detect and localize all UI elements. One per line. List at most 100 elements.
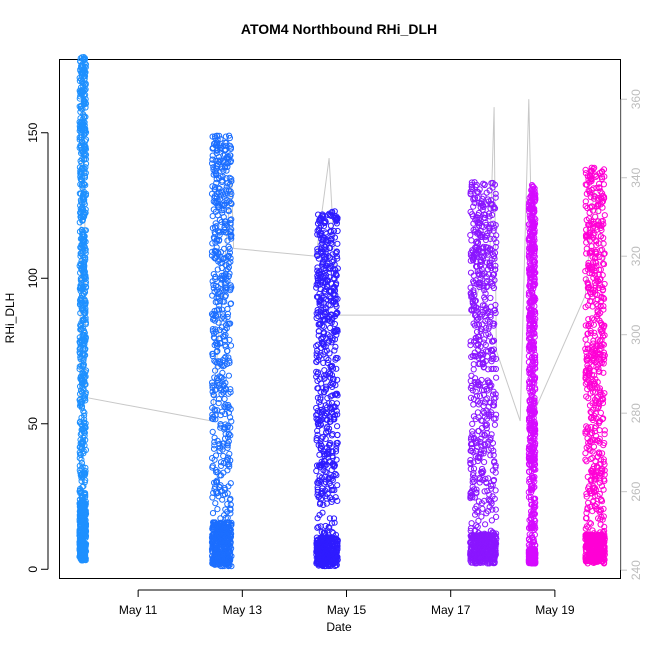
data-point	[80, 535, 87, 542]
data-point	[473, 181, 480, 189]
data-point	[316, 451, 323, 458]
data-point	[489, 211, 496, 219]
data-point	[318, 273, 325, 280]
data-point	[217, 275, 224, 282]
data-point	[225, 562, 232, 569]
data-point	[228, 284, 235, 291]
data-point	[479, 476, 486, 483]
data-point	[470, 465, 478, 472]
data-point	[478, 469, 485, 476]
data-point	[475, 342, 482, 349]
data-point	[333, 472, 340, 479]
data-point	[82, 521, 89, 529]
data-point	[480, 339, 487, 346]
data-point	[479, 360, 486, 368]
data-point	[333, 213, 340, 220]
data-point	[586, 402, 594, 409]
data-point	[486, 227, 493, 234]
data-point	[473, 490, 480, 497]
data-point	[599, 400, 607, 407]
data-point	[599, 450, 606, 457]
data-point	[221, 193, 228, 200]
data-point	[78, 250, 85, 257]
data-point	[531, 209, 538, 216]
data-point	[318, 293, 325, 300]
data-point	[209, 152, 216, 159]
data-point	[210, 445, 218, 452]
data-point	[226, 181, 233, 188]
data-point	[78, 296, 85, 303]
data-point	[531, 376, 538, 383]
data-point	[319, 260, 326, 267]
data-point	[526, 531, 533, 538]
data-point	[472, 388, 479, 395]
data-point	[81, 57, 88, 64]
data-point	[328, 319, 335, 326]
data-point	[598, 222, 605, 229]
data-point	[489, 537, 496, 545]
data-point	[316, 376, 323, 383]
data-point	[78, 459, 86, 467]
series-2	[208, 132, 235, 570]
data-point	[322, 343, 329, 350]
data-point	[483, 386, 490, 393]
data-point	[220, 549, 227, 556]
data-point	[211, 247, 218, 254]
data-point	[531, 384, 539, 391]
data-point	[320, 359, 327, 366]
data-point	[210, 166, 217, 173]
data-point	[330, 297, 337, 305]
data-point	[333, 548, 340, 555]
data-point	[317, 417, 324, 424]
data-point	[488, 197, 495, 204]
data-point	[486, 382, 493, 389]
data-point	[482, 521, 489, 528]
right-tick-label: 260	[629, 481, 643, 501]
data-point	[488, 445, 495, 452]
data-point	[477, 282, 484, 289]
data-point	[475, 346, 482, 353]
data-point	[314, 385, 321, 392]
data-point	[216, 440, 223, 448]
data-point	[478, 442, 485, 449]
data-point	[472, 226, 479, 233]
data-point	[223, 280, 230, 287]
data-point	[531, 545, 538, 553]
data-point	[529, 292, 537, 299]
data-point	[492, 194, 499, 201]
data-point	[526, 397, 533, 404]
data-point	[315, 321, 322, 328]
data-point	[483, 274, 490, 281]
data-point	[313, 281, 320, 288]
data-point	[530, 322, 537, 329]
data-point	[482, 532, 489, 539]
data-point	[81, 378, 88, 385]
data-point	[317, 388, 324, 395]
data-point	[82, 272, 89, 279]
data-point	[471, 194, 479, 201]
data-point	[582, 345, 589, 353]
data-point	[227, 543, 234, 550]
data-point	[80, 317, 88, 324]
data-point	[82, 91, 89, 99]
data-point	[483, 189, 490, 196]
data-point	[79, 438, 86, 445]
data-point	[77, 322, 84, 329]
data-point	[467, 342, 474, 349]
data-point	[212, 326, 219, 333]
data-point	[332, 448, 340, 455]
data-point	[528, 512, 535, 519]
data-point	[226, 463, 233, 470]
data-point	[334, 227, 341, 235]
data-point	[328, 371, 335, 379]
data-point	[530, 224, 537, 231]
data-point	[316, 477, 323, 484]
data-point	[467, 457, 474, 464]
data-point	[469, 431, 476, 438]
data-point	[489, 280, 496, 287]
data-point	[531, 355, 538, 362]
right-tick-label: 320	[629, 246, 643, 266]
data-point	[314, 462, 321, 469]
data-point	[325, 428, 332, 435]
data-point	[469, 483, 476, 490]
